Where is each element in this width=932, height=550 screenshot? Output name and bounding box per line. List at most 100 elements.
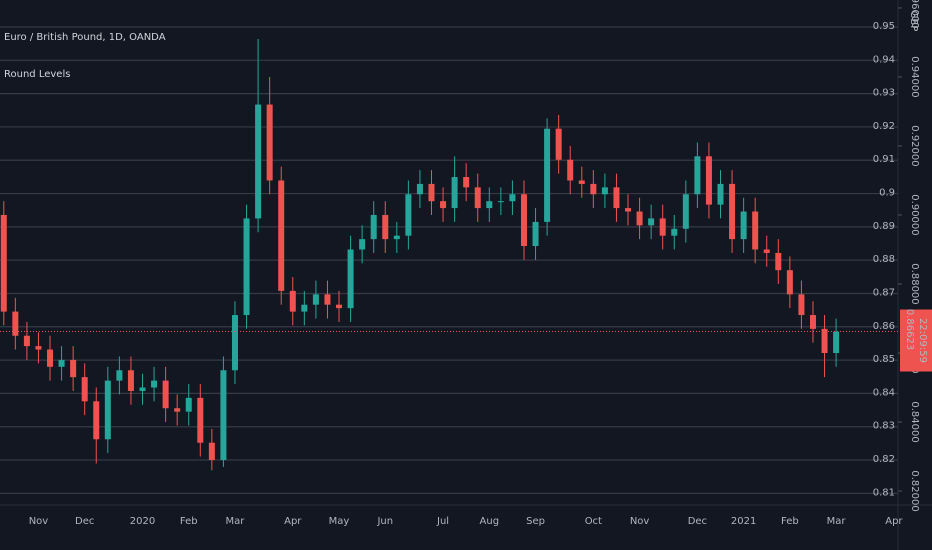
candle-body: [70, 359, 77, 378]
candles: [0, 38, 840, 471]
candle-body: [428, 183, 435, 202]
y-tick-label: 0.84000: [909, 401, 920, 442]
candle-body: [174, 408, 181, 412]
candle-body: [578, 180, 585, 184]
round-level-label: 0.93: [873, 88, 895, 99]
candle-body: [127, 370, 134, 391]
candle-body: [544, 128, 551, 222]
candle-body: [58, 359, 65, 367]
candle-body: [220, 370, 227, 460]
round-level-label: 0.94: [873, 54, 895, 65]
candle-body: [243, 218, 250, 316]
candle-body: [752, 211, 759, 250]
candle-body: [312, 294, 319, 305]
candle-body: [255, 104, 262, 219]
round-level-label: 0.86: [873, 321, 895, 332]
candle-body: [613, 187, 620, 209]
candle-body: [532, 221, 539, 247]
candle-body: [520, 194, 527, 247]
x-tick-label: Jun: [376, 516, 393, 527]
candle-body: [393, 235, 400, 240]
round-level-label: 0.85: [873, 354, 895, 365]
last-price-box: [900, 309, 932, 372]
candle-body: [463, 177, 470, 188]
x-tick-label: Apr: [284, 516, 302, 527]
round-level-label: 0.87: [873, 287, 895, 298]
candle-body: [740, 211, 747, 240]
round-level-label: 0.95: [873, 21, 895, 32]
x-tick-label: May: [329, 516, 350, 527]
candle-body: [567, 159, 574, 181]
candle-body: [347, 249, 354, 309]
candle-body: [116, 370, 123, 381]
candle-body: [682, 194, 689, 229]
candle-body: [104, 380, 111, 440]
x-tick-label: Sep: [526, 516, 545, 527]
y-tick-label: 0.90000: [909, 194, 920, 235]
candle-body: [451, 177, 458, 209]
candle-body: [717, 183, 724, 205]
candle-body: [486, 201, 493, 209]
x-tick-label: 2020: [130, 516, 155, 527]
round-level-label: 0.91: [873, 154, 895, 165]
candle-body: [370, 214, 377, 240]
candle-body: [729, 183, 736, 240]
candle-body: [359, 239, 366, 250]
round-levels: 0.81 0.82 0.83 0.84 0.85 0.86 0.87 0.88 0.89 0.9 0…: [0, 21, 898, 498]
x-tick-label: Aug: [480, 516, 500, 527]
round-level-label: 0.88: [873, 254, 895, 265]
x-tick-label: Nov: [29, 516, 49, 527]
x-tick-label: Oct: [585, 516, 602, 527]
x-tick-label: Mar: [827, 516, 847, 527]
candle-body: [197, 397, 204, 443]
round-level-label: 0.82: [873, 454, 895, 465]
candle-body: [405, 194, 412, 236]
candle-body: [35, 346, 42, 350]
candle-body: [301, 304, 308, 312]
candle-body: [601, 187, 608, 195]
countdown-label: 22:09:59: [917, 318, 928, 363]
candle-body: [81, 377, 88, 402]
candle-body: [821, 328, 828, 354]
candle-body: [336, 304, 343, 309]
candle-body: [93, 401, 100, 440]
candle-body: [12, 311, 19, 336]
candle-body: [786, 270, 793, 295]
x-tick-label: Jul: [436, 516, 449, 527]
round-level-label: 0.81: [873, 487, 895, 498]
candle-body: [474, 187, 481, 209]
last-price-label: 0.86623: [904, 309, 915, 350]
candle-body: [809, 315, 816, 329]
chart-title: Euro / British Pound, 1D, OANDA: [4, 32, 166, 43]
candle-body: [278, 180, 285, 291]
candle-body: [497, 201, 504, 203]
round-level-label: 0.84: [873, 387, 895, 398]
candle-body: [555, 128, 562, 160]
candle-body: [509, 194, 516, 202]
candle-body: [833, 331, 840, 354]
candle-body: [775, 252, 782, 271]
candle-body: [139, 387, 146, 391]
round-level-label: 0.9: [879, 188, 895, 199]
candle-body: [671, 228, 678, 236]
candle-body: [208, 442, 215, 460]
candle-body: [0, 214, 7, 312]
x-tick-label: Apr: [885, 516, 903, 527]
x-tick-label: Mar: [226, 516, 246, 527]
candle-body: [705, 156, 712, 205]
x-tick-label: Feb: [180, 516, 198, 527]
candle-body: [590, 183, 597, 195]
currency-label: GBP: [908, 11, 919, 32]
round-level-label: 0.89: [873, 221, 895, 232]
y-tick-label: 0.88000: [909, 263, 920, 304]
y-tick-label: 0.94000: [909, 56, 920, 97]
candle-body: [289, 290, 296, 312]
candle-body: [440, 201, 447, 209]
y-tick-label: 0.92000: [909, 125, 920, 166]
round-level-label: 0.92: [873, 121, 895, 132]
candle-body: [798, 294, 805, 316]
candle-body: [382, 214, 389, 240]
